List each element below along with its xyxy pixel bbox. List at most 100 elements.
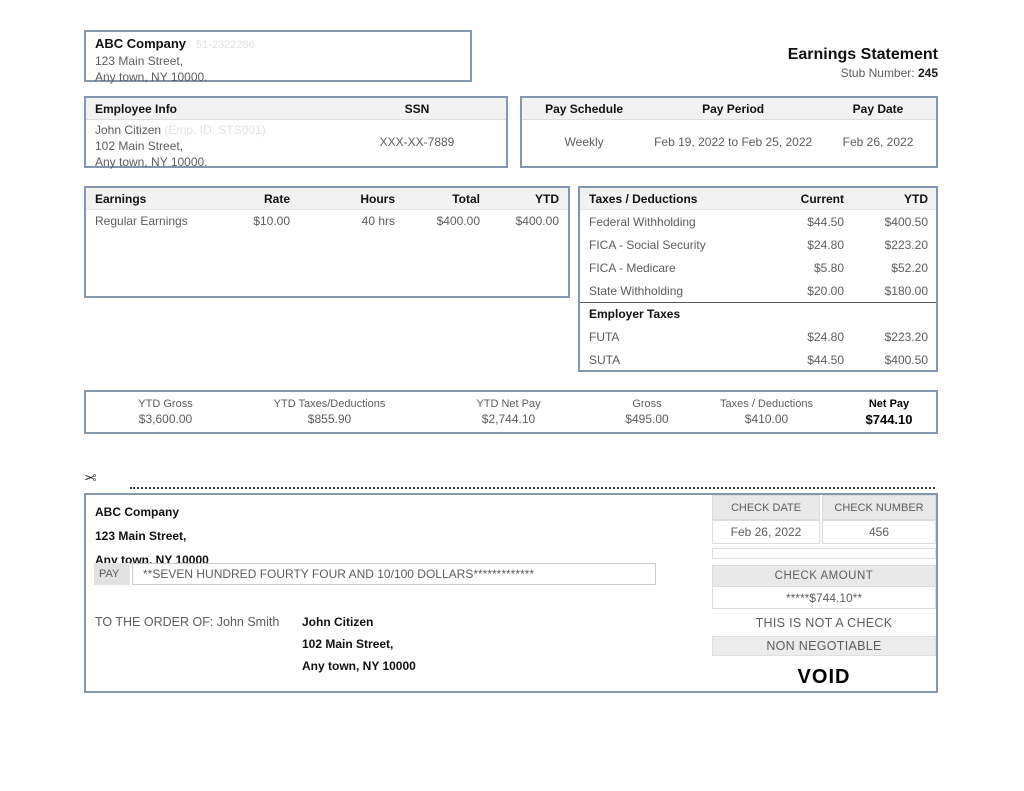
deduction-name: State Withholding xyxy=(589,283,684,298)
deduction-row-fica-medicare: FICA - Medicare $5.80 $52.20 xyxy=(580,256,936,279)
check-amount-value: *****$744.10** xyxy=(712,587,936,609)
employee-info-box: Employee Info SSN John Citizen (Emp. ID:… xyxy=(84,96,508,169)
employee-name-line: John Citizen (Emp. ID: STS001) xyxy=(95,122,328,138)
deduction-row-federal: Federal Withholding $44.50 $400.50 xyxy=(580,210,936,233)
summary-net-pay: Net Pay $744.10 xyxy=(842,392,936,432)
pay-schedule-body: Weekly Feb 19, 2022 to Feb 25, 2022 Feb … xyxy=(522,120,936,164)
check-company-name: ABC Company xyxy=(95,505,180,519)
deduction-ytd: $52.20 xyxy=(891,260,928,275)
summary-label: YTD Net Pay xyxy=(476,398,541,410)
stub-number-row: Stub Number: 245 xyxy=(788,66,938,80)
deduction-row-fica-ss: FICA - Social Security $24.80 $223.20 xyxy=(580,233,936,256)
deduction-ytd: $400.50 xyxy=(884,214,928,229)
pay-schedule-box: Pay Schedule Pay Period Pay Date Weekly … xyxy=(520,96,938,168)
deduction-name: FICA - Social Security xyxy=(589,237,706,252)
summary-value: $2,744.10 xyxy=(481,412,536,426)
earnings-table-header: Earnings Rate Hours Total YTD xyxy=(86,188,568,210)
void-text: VOID xyxy=(797,665,851,688)
employer-taxes-header: Employer Taxes xyxy=(580,302,936,325)
summary-value: $410.00 xyxy=(744,412,789,426)
deduction-current: $44.50 xyxy=(807,214,844,229)
employer-tax-current: $24.80 xyxy=(807,329,844,344)
company-name: ABC Company xyxy=(95,36,187,51)
deduction-current: $20.00 xyxy=(807,283,844,298)
earnings-header-hours: Hours xyxy=(360,191,395,206)
deductions-header-ytd: YTD xyxy=(904,191,928,206)
earnings-cell-hours: 40 hrs xyxy=(361,214,395,228)
pay-date-column-header: Pay Date xyxy=(852,101,904,116)
deduction-name: FICA - Medicare xyxy=(589,260,676,275)
check-number-header: CHECK NUMBER xyxy=(822,495,936,520)
summary-label: Taxes / Deductions xyxy=(720,398,813,410)
deduction-current: $24.80 xyxy=(807,237,844,252)
summary-label: YTD Gross xyxy=(138,398,193,410)
empty-field-row xyxy=(712,548,936,559)
employer-taxes-title: Employer Taxes xyxy=(589,307,681,321)
pay-period-column-header: Pay Period xyxy=(702,101,765,116)
deduction-ytd: $180.00 xyxy=(884,283,928,298)
summary-gross: Gross $495.00 xyxy=(603,392,691,432)
scissors-icon: ✂ xyxy=(84,470,97,487)
summary-label: Gross xyxy=(632,398,662,410)
summary-label: Net Pay xyxy=(868,398,910,410)
pay-summary-strip: YTD Gross $3,600.00 YTD Taxes/Deductions… xyxy=(84,390,938,434)
not-a-check-text: THIS IS NOT A CHECK xyxy=(755,616,893,630)
deduction-current: $5.80 xyxy=(813,260,844,275)
company-info-box: ABC Company 51-2322286 123 Main Street, … xyxy=(84,30,472,84)
earnings-row-regular: Regular Earnings $10.00 40 hrs $400.00 $… xyxy=(86,210,568,232)
company-address-line2: Any town, NY 10000. xyxy=(95,70,208,84)
employer-tax-row-futa: FUTA $24.80 $223.20 xyxy=(580,325,936,348)
summary-value: $744.10 xyxy=(865,412,913,427)
to-the-order-of: TO THE ORDER OF: John Smith xyxy=(95,615,280,629)
check-right-column: CHECK DATE CHECK NUMBER Feb 26, 2022 456… xyxy=(712,495,936,692)
pay-period-value: Feb 19, 2022 to Feb 25, 2022 xyxy=(654,135,813,149)
pay-schedule-value: Weekly xyxy=(564,135,604,149)
deductions-table-header: Taxes / Deductions Current YTD xyxy=(580,188,936,210)
payee-address-block: John Citizen 102 Main Street, Any town, … xyxy=(302,611,416,677)
employee-info-title: Employee Info xyxy=(95,101,178,116)
employee-info-header: Employee Info SSN xyxy=(86,98,506,120)
summary-ytd-gross: YTD Gross $3,600.00 xyxy=(86,392,245,432)
cut-dotted-line xyxy=(130,480,935,489)
deduction-row-state: State Withholding $20.00 $180.00 xyxy=(580,279,936,302)
check-section: ABC Company 123 Main Street, Any town, N… xyxy=(84,493,938,693)
employee-address-line1: 102 Main Street, xyxy=(95,139,184,153)
earnings-header-rate: Rate xyxy=(263,191,290,206)
pay-label: PAY xyxy=(94,563,130,585)
payee-name: John Citizen xyxy=(302,615,374,629)
employee-ssn-value: XXX-XX-7889 xyxy=(379,135,455,149)
employee-address-line2: Any town, NY 10000. xyxy=(95,155,208,169)
employer-tax-name: SUTA xyxy=(589,352,621,367)
employee-details: John Citizen (Emp. ID: STS001) 102 Main … xyxy=(86,120,328,169)
payee-address1: 102 Main Street, xyxy=(302,637,394,651)
employer-tax-name: FUTA xyxy=(589,329,620,344)
check-amount-header: CHECK AMOUNT xyxy=(712,565,936,587)
deduction-ytd: $223.20 xyxy=(884,237,928,252)
employer-tax-ytd: $400.50 xyxy=(884,352,928,367)
earnings-cell-ytd: $400.00 xyxy=(515,214,559,228)
earnings-cell-name: Regular Earnings xyxy=(95,214,188,228)
check-company-address1: 123 Main Street, xyxy=(95,529,187,543)
company-address-line1: 123 Main Street, xyxy=(95,54,184,68)
check-date-value: Feb 26, 2022 xyxy=(712,520,820,544)
employee-name: John Citizen xyxy=(95,123,162,137)
pay-date-value: Feb 26, 2022 xyxy=(842,135,914,149)
deductions-header-name: Taxes / Deductions xyxy=(589,191,698,206)
payee-address2: Any town, NY 10000 xyxy=(302,659,416,673)
check-date-number-value-row: Feb 26, 2022 456 xyxy=(712,520,936,544)
stub-number-value: 245 xyxy=(917,66,938,80)
check-date-number-header-row: CHECK DATE CHECK NUMBER xyxy=(712,495,936,520)
ssn-column-header: SSN xyxy=(404,101,430,116)
pay-amount-words-row: PAY **SEVEN HUNDRED FOURTY FOUR AND 10/1… xyxy=(94,563,656,585)
pay-schedule-column-header: Pay Schedule xyxy=(545,101,624,116)
earnings-header-ytd: YTD xyxy=(535,191,559,206)
earnings-header-name: Earnings xyxy=(95,191,147,206)
employer-tax-row-suta: SUTA $44.50 $400.50 xyxy=(580,348,936,371)
employee-id: (Emp. ID: STS001) xyxy=(164,123,266,137)
pay-schedule-header: Pay Schedule Pay Period Pay Date xyxy=(522,98,936,120)
statement-title-block: Earnings Statement Stub Number: 245 xyxy=(788,46,938,80)
employer-tax-current: $44.50 xyxy=(807,352,844,367)
earnings-cell-rate: $10.00 xyxy=(253,214,290,228)
earnings-header-total: Total xyxy=(452,191,480,206)
